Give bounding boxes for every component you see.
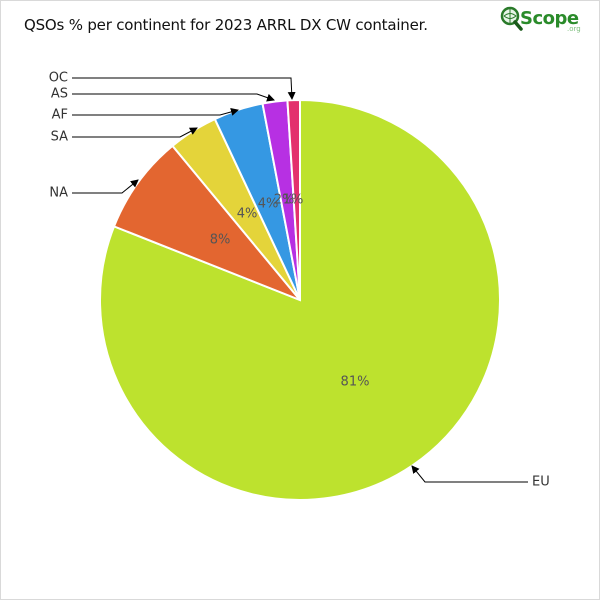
pct-label-oc: 1%: [283, 193, 304, 208]
slice-label-na: NA: [49, 186, 68, 201]
chart-title: QSOs % per continent for 2023 ARRL DX CW…: [24, 16, 428, 34]
pct-label-eu: 81%: [341, 375, 370, 390]
pct-label-as: 2%: [274, 193, 295, 208]
pct-label-sa: 4%: [237, 207, 258, 222]
callout-line-na: [72, 179, 139, 194]
pct-label-na: 8%: [210, 233, 231, 248]
callout-line-as: [72, 93, 275, 102]
slice-label-af: AF: [52, 108, 68, 123]
callout-line-eu: [411, 465, 528, 483]
logo-text: Scope: [520, 8, 579, 29]
slice-label-eu: EU: [532, 475, 550, 490]
slice-label-sa: SA: [51, 130, 68, 145]
callout-line-af: [72, 108, 239, 116]
pct-label-af: 4%: [258, 197, 279, 212]
qscope-logo[interactable]: Scope .org: [500, 5, 584, 39]
pie-slice-oc: [286, 98, 301, 301]
callout-line-sa: [72, 127, 198, 138]
logo-sub: .org: [567, 25, 581, 33]
slice-label-oc: OC: [49, 71, 68, 86]
slice-label-as: AS: [51, 87, 68, 102]
magnifier-globe-icon: [500, 6, 523, 31]
callout-line-oc: [72, 77, 296, 100]
